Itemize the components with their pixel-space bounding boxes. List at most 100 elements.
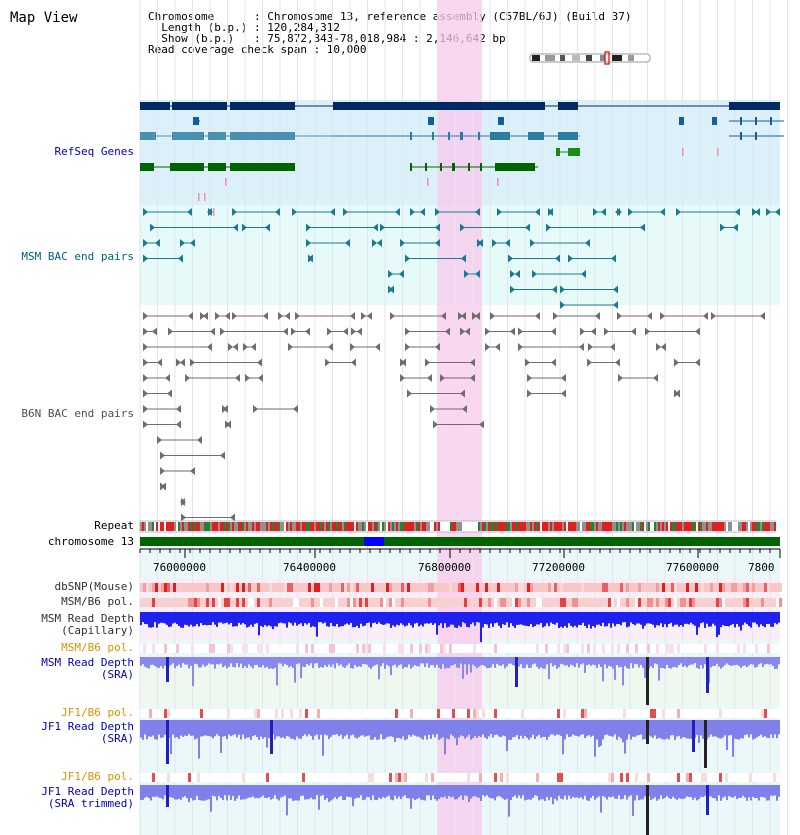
jf1-sra-depth — [732, 720, 734, 757]
jf1-trimmed-depth — [610, 785, 612, 798]
msm-b6-pol-cell — [494, 598, 497, 607]
refseq-genes-track[interactable] — [140, 102, 784, 216]
jf1-b6-pol-cell — [746, 709, 749, 718]
repeat-track[interactable] — [139, 520, 776, 533]
label-jf1-b6-pol-1[interactable]: JF1/B6 pol. — [61, 706, 134, 719]
jf1-sra-depth — [416, 720, 418, 737]
jf1-sra-depth — [476, 720, 478, 739]
jf1-sra-depth — [146, 720, 148, 740]
label-jf1-b6-pol-2[interactable]: JF1/B6 pol. — [61, 770, 134, 783]
msm-capillary-depth — [562, 612, 564, 628]
msm-b6-pol-cell — [770, 598, 773, 607]
b6n-bac-pair-end — [460, 327, 465, 336]
dbsnp-cell — [440, 583, 443, 592]
label-jf1-depth-trimmed[interactable]: JF1 Read Depth (SRA trimmed) — [41, 786, 134, 810]
msm-sra-depth — [686, 657, 688, 668]
chromosome-bar[interactable] — [140, 537, 780, 546]
msm-b6-pol2-cell — [656, 644, 659, 653]
jf1-b6-pol-cell — [446, 709, 449, 718]
jf1-b6-pol2-cell — [245, 773, 248, 782]
label-jf1-depth-sra[interactable]: JF1 Read Depth (SRA) — [41, 721, 134, 745]
jf1-trimmed-depth — [524, 785, 526, 801]
msm-b6-pol-cell — [389, 598, 392, 607]
label-dbsnp[interactable]: dbSNP(Mouse) — [54, 580, 134, 593]
label-msm-depth-sra[interactable]: MSM Read Depth (SRA) — [41, 657, 134, 681]
msm-b6-pol-cell — [701, 598, 704, 607]
b6n-bac-pair-end — [350, 312, 355, 320]
msm-b6-pol-cell — [596, 598, 599, 607]
dbsnp-cell — [611, 583, 614, 592]
msm-b6-pol2-cell — [587, 644, 590, 653]
jf1-sra-depth — [588, 720, 590, 736]
dbsnp-cell — [284, 583, 287, 592]
repeat-element — [292, 522, 294, 531]
jf1-b6-pol2-cell — [482, 773, 485, 782]
msm-capillary-depth — [274, 612, 276, 627]
jf1-sra-depth — [594, 720, 596, 757]
msm-b6-pol2-cell — [761, 644, 764, 653]
label-msm-b6-pol-1[interactable]: MSM/B6 pol. — [61, 595, 134, 608]
msm-capillary-depth — [262, 612, 264, 628]
msm-b6-pol-cell — [617, 598, 620, 607]
msm-sra-depth — [734, 657, 736, 666]
jf1-trimmed-depth — [540, 785, 542, 800]
jf1-b6-pol2-cell — [209, 773, 212, 782]
dbsnp-cell — [623, 583, 626, 592]
msm-sra-depth — [176, 657, 178, 667]
msm-bac-pair-end — [380, 223, 385, 232]
msm-bac-pair-end — [475, 270, 480, 278]
b6n-bac-pair-end — [618, 374, 623, 382]
msm-capillary-depth — [486, 612, 488, 625]
label-b6n-bac[interactable]: B6N BAC end pairs — [21, 407, 134, 420]
msm-sra-depth — [570, 657, 572, 665]
jf1-b6-pol2-cell — [617, 773, 620, 782]
msm-b6-pol-cell — [248, 598, 251, 607]
jf1-sra-depth — [204, 720, 206, 736]
jf1-sra-depth — [606, 720, 608, 735]
jf1-b6-pol-cell — [650, 709, 653, 718]
jf1-b6-pol2-cell — [632, 773, 635, 782]
msm-sra-depth — [634, 657, 636, 664]
repeat-element — [700, 522, 702, 531]
msm-sra-depth — [386, 657, 388, 665]
jf1-b6-pol-cell — [467, 709, 470, 718]
jf1-trimmed-depth — [716, 785, 718, 801]
b6n-bac-track[interactable] — [143, 312, 765, 522]
msm-b6-pol2-cell — [236, 644, 239, 653]
msm-b6-pol-cell — [311, 598, 314, 607]
msm-bac-pair-end — [372, 239, 377, 247]
jf1-sra-depth — [432, 720, 434, 735]
msm-sra-depth — [248, 657, 250, 665]
jf1-b6-pol-cell — [599, 709, 602, 718]
msm-bac-track[interactable] — [143, 208, 780, 309]
jf1-trimmed-depth — [376, 785, 378, 801]
msm-sra-depth — [410, 657, 412, 669]
jf1-sra-depth — [734, 720, 736, 739]
jf1-sra-depth — [444, 720, 446, 755]
label-refseq-genes[interactable]: RefSeq Genes — [54, 145, 134, 158]
label-msm-depth-capillary[interactable]: MSM Read Depth (Capillary) — [41, 613, 134, 637]
jf1-b6-pol-cell — [287, 709, 290, 718]
b6n-bac-pair-end — [233, 343, 238, 351]
msm-sra-depth — [420, 657, 422, 664]
msm-sra-depth — [682, 657, 684, 667]
msm-sra-depth — [520, 657, 522, 665]
msm-b6-pol-cell — [656, 598, 659, 607]
msm-sra-depth — [712, 657, 714, 667]
msm-b6-pol2-cell — [554, 644, 557, 653]
jf1-b6-pol2-cell — [329, 773, 332, 782]
jf1-trimmed-depth — [484, 785, 486, 797]
jf1-trimmed-depth — [530, 785, 532, 800]
msm-b6-pol-cell — [695, 598, 698, 607]
msm-b6-pol2-cell — [182, 644, 185, 653]
jf1-sra-depth — [148, 720, 150, 737]
repeat-element — [482, 522, 484, 531]
label-msm-bac[interactable]: MSM BAC end pairs — [21, 250, 134, 263]
polymorphism-depth-tracks[interactable] — [140, 583, 782, 835]
chromosome-ideogram[interactable] — [529, 51, 651, 65]
msm-b6-pol2-cell — [539, 644, 542, 653]
msm-capillary-depth — [460, 612, 462, 627]
b6n-bac-pair-end — [510, 327, 515, 336]
label-msm-b6-pol-2[interactable]: MSM/B6 pol. — [61, 641, 134, 654]
